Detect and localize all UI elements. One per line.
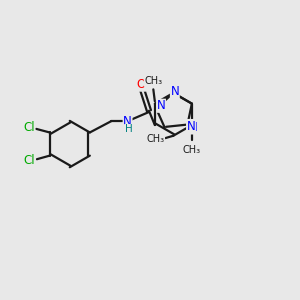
Text: N: N	[123, 115, 132, 128]
Text: N: N	[189, 121, 198, 134]
Text: Cl: Cl	[24, 154, 35, 167]
Text: CH₃: CH₃	[146, 134, 165, 144]
Text: H: H	[124, 124, 132, 134]
Text: N: N	[187, 120, 195, 133]
Text: CH₃: CH₃	[144, 76, 162, 86]
Text: N: N	[157, 99, 165, 112]
Text: O: O	[136, 78, 146, 91]
Text: N: N	[170, 85, 179, 98]
Text: Cl: Cl	[23, 121, 35, 134]
Text: CH₃: CH₃	[183, 145, 201, 155]
